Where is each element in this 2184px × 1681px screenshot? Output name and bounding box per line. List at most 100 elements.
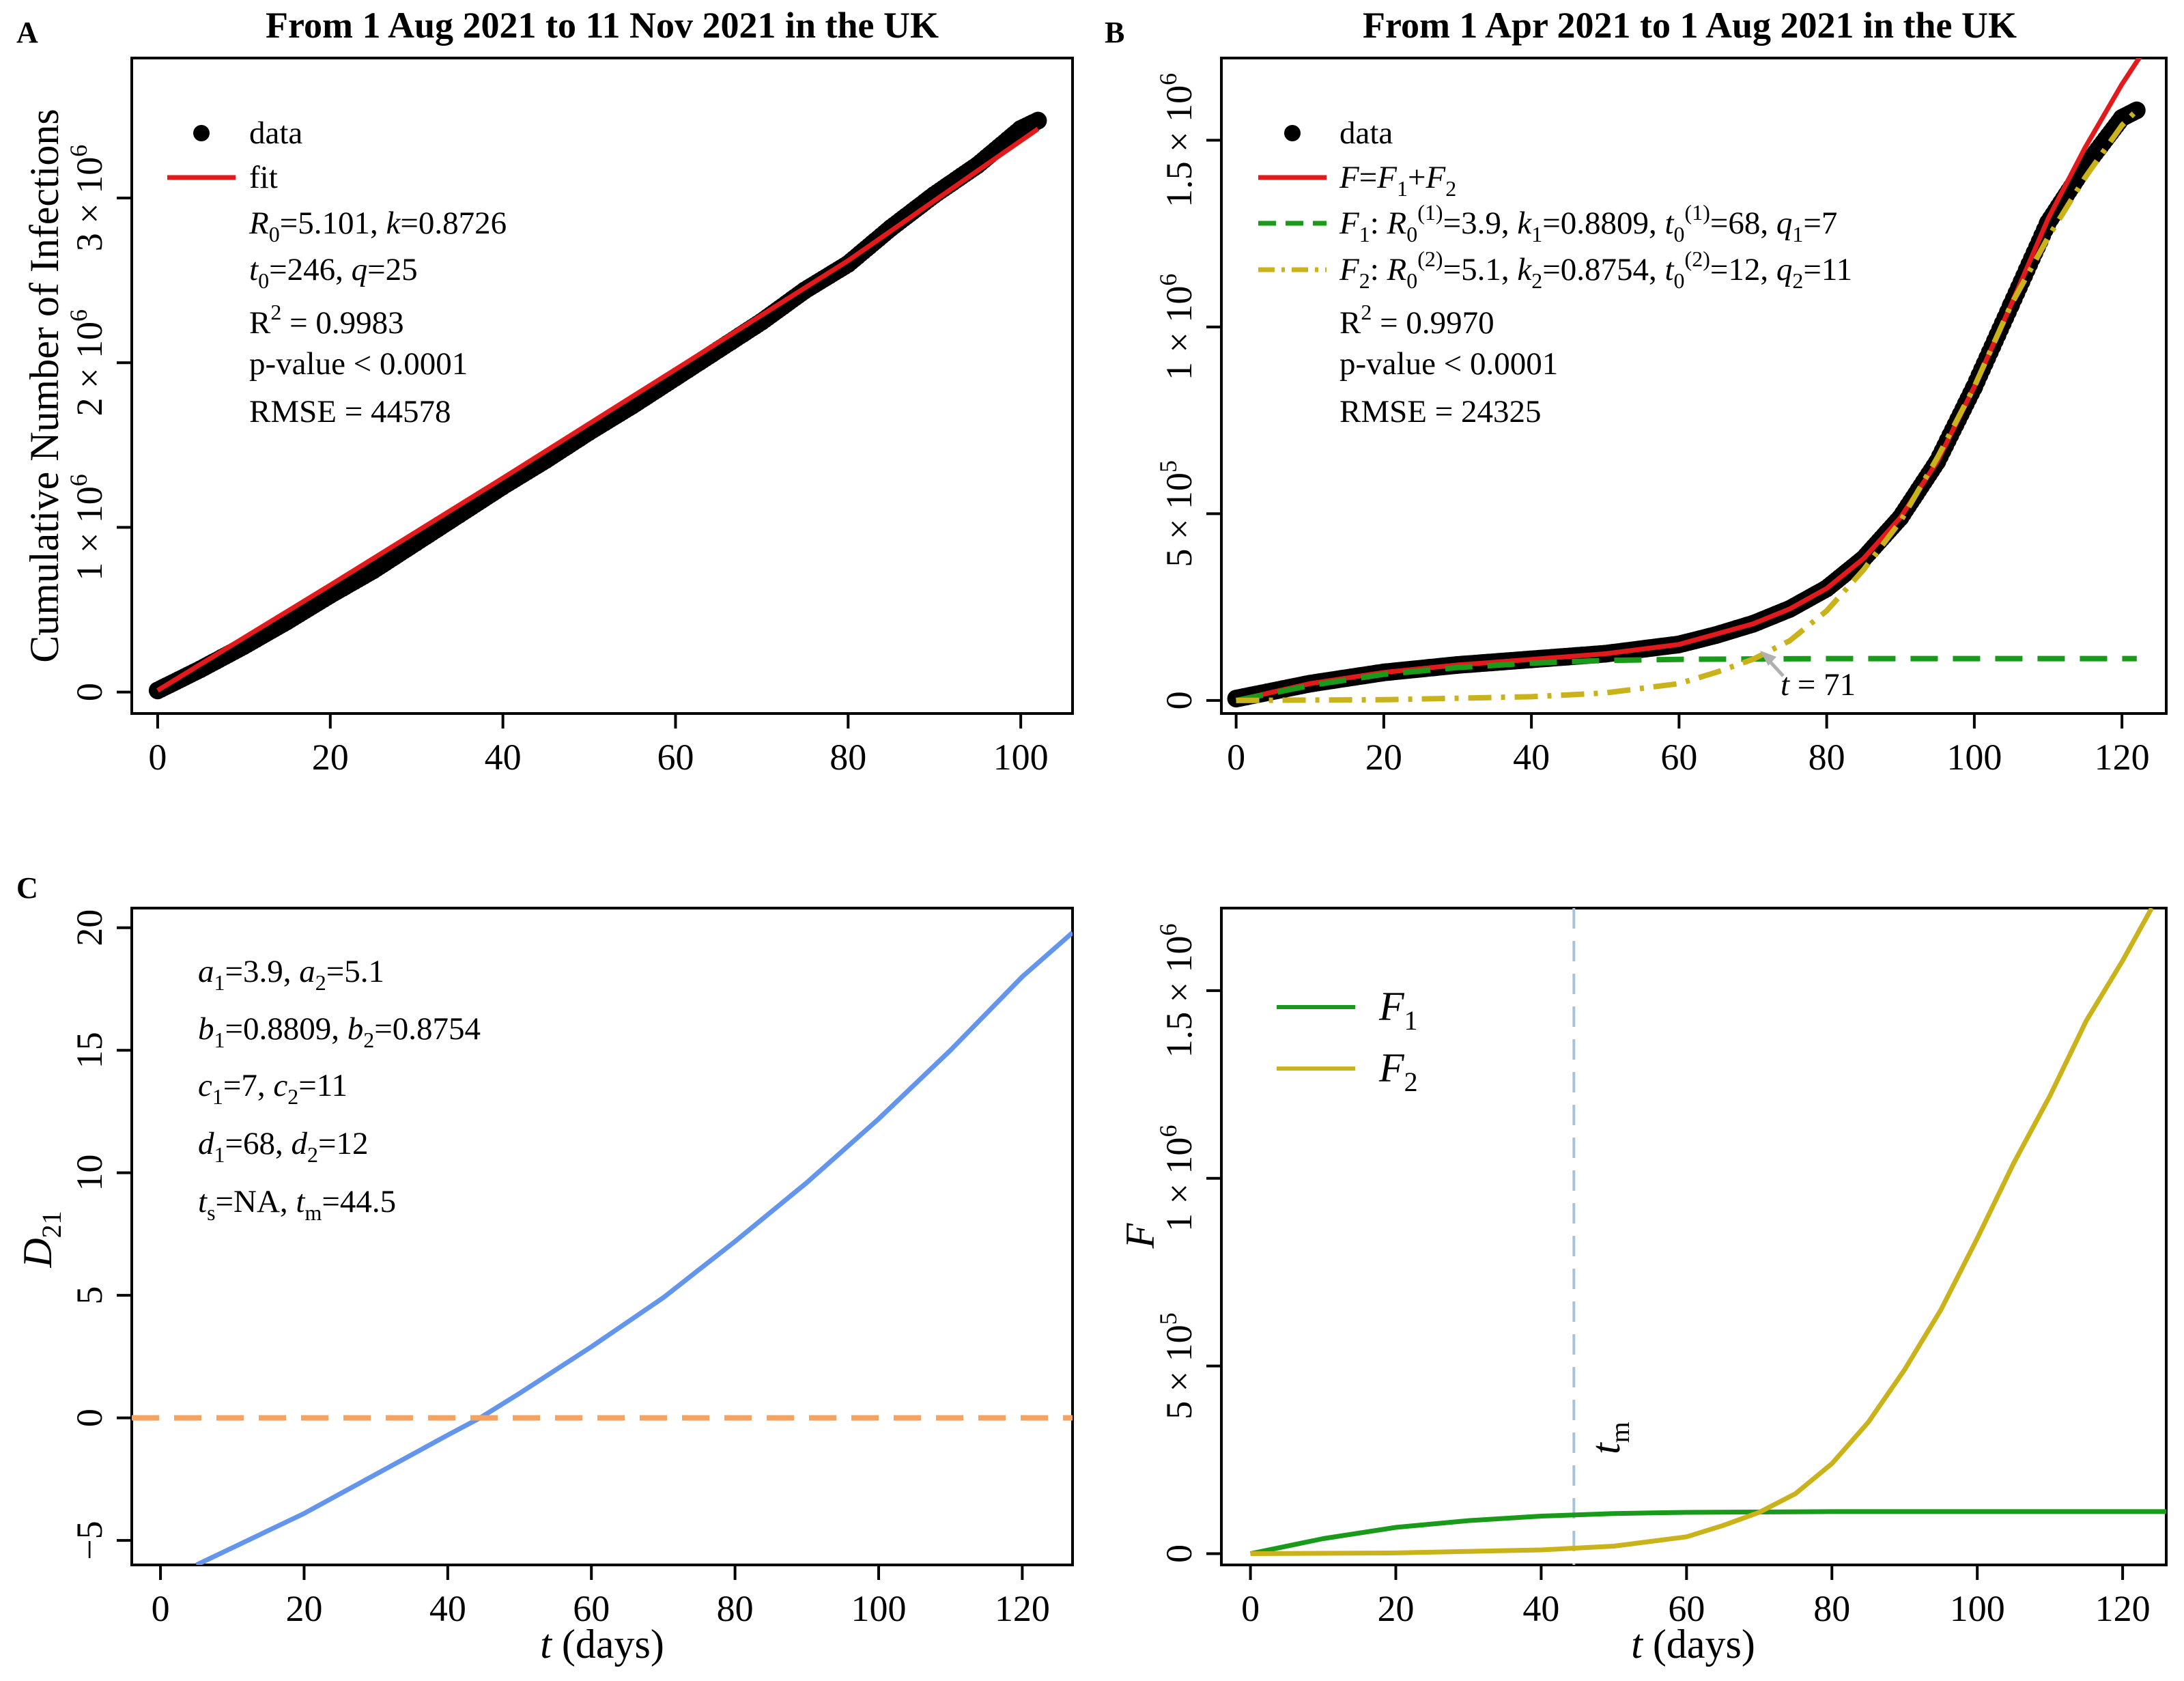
panel-b-legend: data F=F1+F2 F1: R0(1)=3.9, k1=0.8809, t… [1258,115,1852,293]
y-tick-label: 1 × 106 [1154,274,1200,380]
param-a: a1=3.9, a2=5.1 [198,954,384,995]
y-tick-label: −5 [69,1521,110,1559]
tm-label: tm [1583,1422,1635,1454]
panel-d-y-axis: 0 5 × 105 1 × 106 1.5 × 106 [1154,923,1221,1563]
annotation-rmse: RMSE = 44578 [249,394,451,429]
plot-area [1249,908,2166,1565]
plot-area [132,931,1073,1565]
x-tick-label: 40 [485,737,522,778]
panel-c-label: C [16,871,38,905]
legend-f1-label: F1 [1378,984,1418,1036]
x-tick-label: 120 [2095,1588,2151,1629]
y-tick-label: 1.5 × 106 [1154,73,1200,208]
x-tick-label: 0 [148,737,167,778]
annotation-t0-q: t0=246, q=25 [249,252,418,293]
panel-c: C 0 20 40 60 80 100 120 −5 0 5 10 15 20 t (days) D2… [15,871,1074,1667]
x-tick-label: 20 [312,737,349,778]
panel-a-plot [148,111,1047,700]
param-d: d1=68, d2=12 [198,1126,369,1167]
panel-b-plot [1227,58,2146,708]
annotation-rmse: RMSE = 24325 [1339,394,1542,429]
panel-b-title: From 1 Apr 2021 to 1 Aug 2021 in the UK [1363,5,2017,46]
y-tick-label: 10 [69,1155,110,1191]
y-tick-label: 5 × 105 [1154,460,1200,567]
series-line-f1 [1249,1509,2166,1556]
panel-c-frame [130,907,1074,1566]
x-tick-label: 60 [1668,1588,1705,1629]
panel-a-frame [130,57,1074,715]
y-tick-label: 5 × 105 [1154,1312,1200,1419]
y-tick-label: 2 × 106 [65,309,110,416]
series-line-f2 [1250,908,2154,1556]
t71-arrow-head [1760,651,1776,666]
y-tick-label: 0 [1159,691,1200,709]
series-line-d21 [195,931,1073,1565]
x-tick-label: 100 [851,1588,906,1629]
x-tick-label: 100 [1950,1588,2005,1629]
y-tick-label: 20 [69,909,110,946]
x-tick-label: 20 [1378,1588,1415,1629]
legend-data-marker [1284,125,1301,141]
x-tick-label: 60 [657,737,694,778]
panel-d-legend: F1 F2 [1277,984,1418,1097]
x-tick-label: 60 [1660,737,1697,778]
annotation-r-squared: R2 = 0.9983 [249,300,404,341]
legend-data-marker [193,125,210,141]
y-tick-label: 0 [69,1409,110,1427]
x-tick-label: 80 [829,737,866,778]
x-tick-label: 0 [1227,737,1245,778]
t71-label: t = 71 [1781,667,1856,703]
x-tick-label: 80 [717,1588,754,1629]
x-tick-label: 20 [1365,737,1402,778]
y-tick-label: 1 × 106 [1154,1125,1200,1232]
panel-d: 0 20 40 60 80 100 120 0 5 × 105 1 × 106 1.5 × 106… [1118,907,2168,1667]
panel-c-params: a1=3.9, a2=5.1 b1=0.8809, b2=0.8754 c1=7… [198,954,481,1225]
legend-fit-label: fit [249,160,278,195]
annotation-p-value: p-value < 0.0001 [1339,346,1558,382]
y-tick-label: 0 [69,683,110,701]
panel-b-y-axis: 0 5 × 105 1 × 106 1.5 × 106 [1154,73,1221,709]
annotation-r-squared: R2 = 0.9970 [1339,300,1494,341]
y-tick-label: 3 × 106 [65,145,110,251]
panel-d-x-axis: 0 20 40 60 80 100 120 [1241,1565,2151,1629]
param-c: c1=7, c2=11 [198,1068,348,1109]
panel-b-frame [1220,57,2168,715]
panel-d-xlabel: t (days) [1631,1622,1755,1667]
panel-c-plot [132,931,1073,1565]
panel-a-x-axis: 0 20 40 60 80 100 [148,714,1049,778]
panel-c-x-axis: 0 20 40 60 80 100 120 [152,1565,1050,1629]
data-point [2127,101,2146,119]
x-tick-label: 100 [1946,737,2002,778]
x-tick-label: 40 [1522,1588,1559,1629]
panel-b-x-axis: 0 20 40 60 80 100 120 [1227,714,2150,778]
legend-f2-label: F2: R0(2)=5.1, k2=0.8754, t0(2)=12, q2=1… [1339,246,1852,293]
panel-d-ylabel: F [1118,1222,1163,1249]
data-point [1029,111,1047,130]
legend-data-label: data [249,115,302,151]
legend-data-label: data [1339,115,1393,151]
x-tick-label: 0 [152,1588,170,1629]
panel-b-stats: R2 = 0.9970 p-value < 0.0001 RMSE = 2432… [1339,300,1558,429]
param-b: b1=0.8809, b2=0.8754 [198,1011,481,1052]
panel-a-stats: R0=5.101, k=0.8726 t0=246, q=25 R2 = 0.9… [249,206,507,429]
x-tick-label: 40 [1513,737,1550,778]
plot-area [1227,58,2146,708]
panel-b-arrow: t = 71 [1760,651,1856,703]
x-tick-label: 80 [1813,1588,1850,1629]
panel-a-title: From 1 Aug 2021 to 11 Nov 2021 in the UK [266,5,939,46]
panel-a-legend: data fit [167,115,302,195]
x-tick-label: 120 [995,1588,1050,1629]
panel-c-y-axis: −5 0 5 10 15 20 [69,909,132,1560]
y-tick-label: 1 × 106 [65,474,110,580]
x-tick-label: 40 [429,1588,466,1629]
y-tick-label: 1.5 × 106 [1154,923,1200,1058]
annotation-p-value: p-value < 0.0001 [249,346,468,382]
series-line-f2 [1236,108,2139,703]
panel-b-label: B [1105,16,1124,49]
x-tick-label: 0 [1241,1588,1260,1629]
x-tick-label: 60 [573,1588,610,1629]
panel-a-label: A [16,16,38,49]
x-tick-label: 20 [285,1588,322,1629]
